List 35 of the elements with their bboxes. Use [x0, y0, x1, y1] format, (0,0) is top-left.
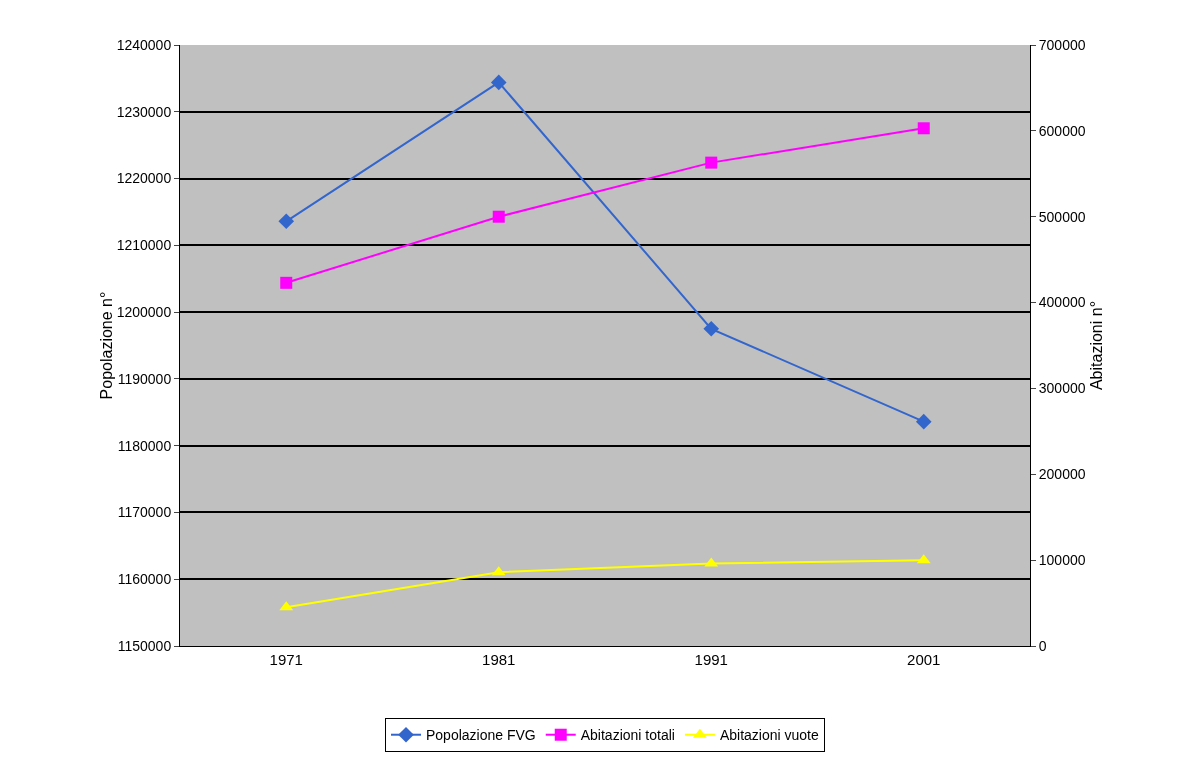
- y2-tick-label: 0: [1038, 637, 1047, 654]
- y2-tick-label: 500000: [1038, 208, 1086, 225]
- legend-label: Abitazioni totali: [580, 727, 675, 744]
- y-tick-label: 1180000: [117, 437, 172, 454]
- point: [490, 74, 507, 91]
- y-tick-label: 1230000: [116, 103, 172, 120]
- y-tick-label: 1190000: [117, 370, 172, 387]
- y-tick-label: 1210000: [116, 237, 172, 254]
- y2-tick-label: 300000: [1038, 380, 1086, 397]
- point: [705, 156, 718, 169]
- y2-axis-title: Abitazioni n°: [1087, 300, 1105, 391]
- point: [492, 210, 505, 223]
- x-tick-label: 1981: [482, 651, 516, 668]
- x-tick-label: 1991: [694, 651, 728, 668]
- x-tick-label: 1971: [269, 651, 303, 668]
- y-tick-label: 1160000: [117, 571, 172, 588]
- y2-tick-label: 400000: [1038, 294, 1086, 311]
- y-tick-label: 1240000: [116, 36, 172, 53]
- y-tick-label: 1150000: [117, 637, 172, 654]
- y2-tick-label: 100000: [1038, 552, 1086, 569]
- y2-tick-label: 700000: [1038, 36, 1086, 53]
- point: [703, 321, 720, 337]
- y-tick-label: 1220000: [116, 170, 172, 187]
- y-tick-label: 1170000: [117, 504, 172, 521]
- legend-label: Popolazione FVG: [426, 727, 536, 744]
- y2-tick-label: 200000: [1038, 466, 1086, 483]
- point: [917, 122, 930, 135]
- point: [280, 276, 293, 289]
- y-axis-title: Popolazione n°: [97, 291, 115, 400]
- legend-label: Abitazioni vuote: [719, 727, 819, 744]
- x-tick-label: 2001: [907, 651, 941, 668]
- point: [915, 413, 932, 430]
- y2-tick-label: 600000: [1038, 122, 1086, 139]
- y-tick-label: 1200000: [116, 304, 172, 321]
- point: [278, 213, 295, 230]
